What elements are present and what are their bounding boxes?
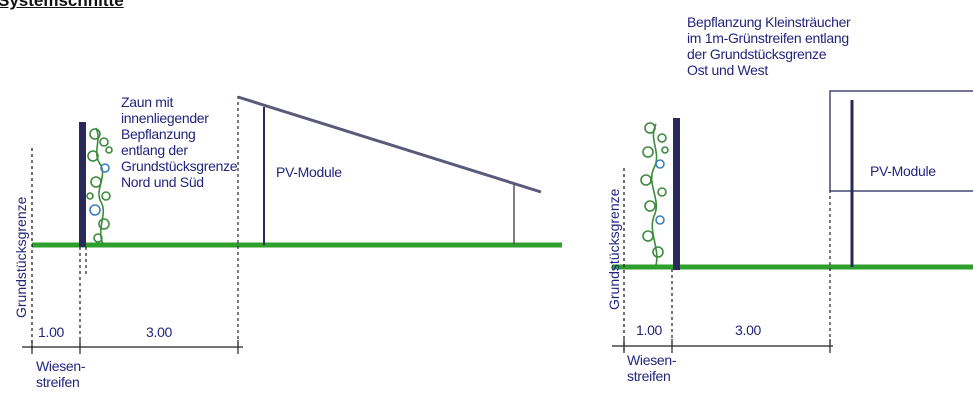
module-label-right: PV-Module	[870, 163, 936, 179]
pv-table-right	[829, 90, 973, 192]
shrubs-right	[640, 122, 669, 266]
dim-strip-left: 1.00	[38, 324, 65, 340]
pv-table-left	[237, 95, 542, 194]
dim-strip-right: 1.00	[636, 322, 663, 338]
dim-spacing-right: 3.00	[735, 322, 762, 338]
fence-post-right	[673, 118, 680, 270]
left-section	[22, 95, 562, 354]
fence-post-left	[79, 122, 86, 247]
strip-label-right: Wiesen- streifen	[627, 352, 677, 384]
page-title: Systemschnitte	[0, 0, 124, 10]
strip-label-left: Wiesen- streifen	[36, 358, 86, 390]
boundary-label-right: Grundstücksgrenze	[606, 188, 622, 310]
boundary-label-left: Grundstücksgrenze	[13, 196, 29, 318]
fence-note: Zaun mit innenliegender Bepflanzung entl…	[121, 94, 238, 190]
module-label-left: PV-Module	[276, 164, 342, 180]
climbing-plants-left	[86, 127, 113, 245]
planting-note: Bepflanzung Kleinsträucher im 1m-Grünstr…	[687, 14, 851, 78]
right-section	[612, 90, 973, 353]
dim-spacing-left: 3.00	[146, 324, 173, 340]
